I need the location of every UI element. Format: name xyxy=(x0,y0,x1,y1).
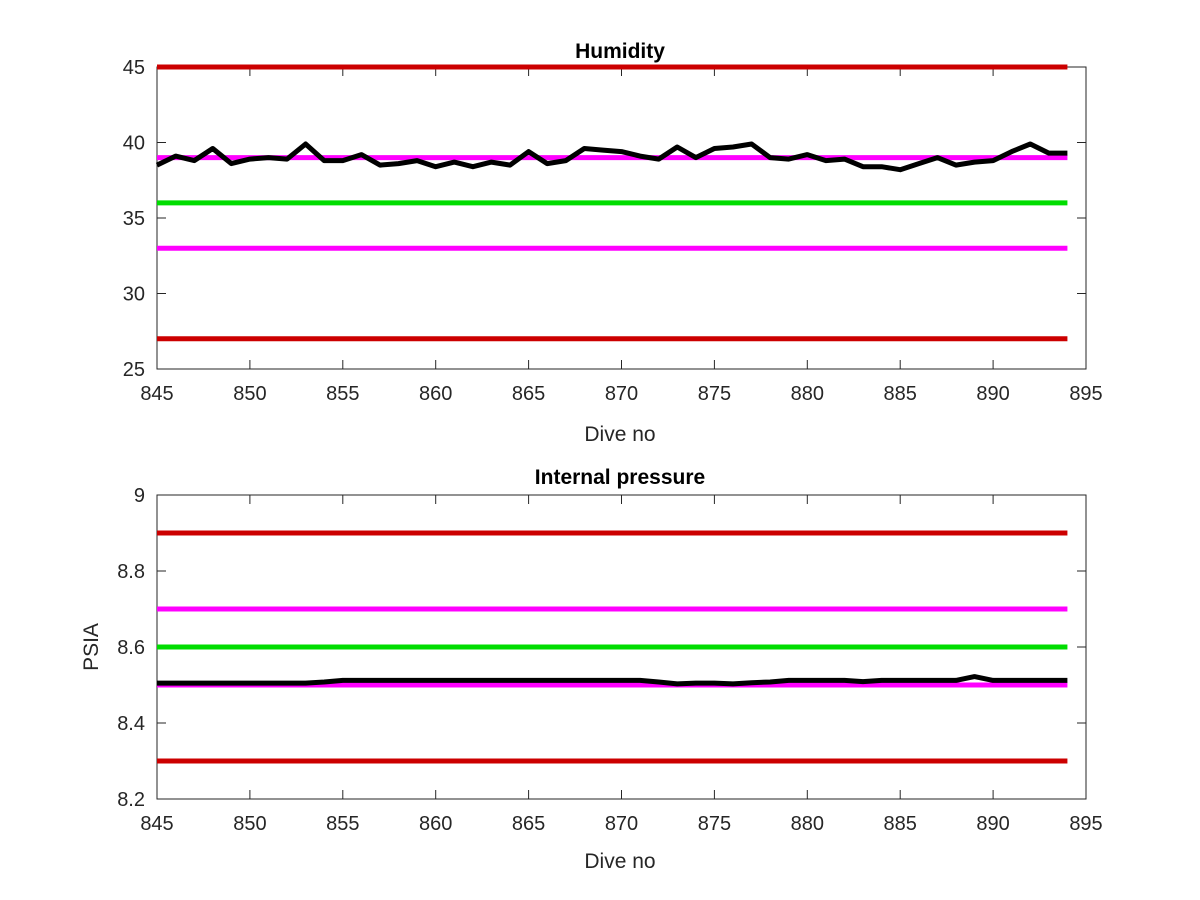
x-tick-label: 845 xyxy=(140,383,173,405)
y-tick-label: 45 xyxy=(123,57,145,79)
x-tick-label: 860 xyxy=(419,383,452,405)
x-axis-label: Dive no xyxy=(584,850,655,873)
x-tick-label: 855 xyxy=(326,383,359,405)
series-line xyxy=(157,674,1068,687)
y-tick-label: 8.2 xyxy=(117,789,145,811)
y-tick-label: 9 xyxy=(134,485,145,507)
x-tick-label: 850 xyxy=(233,813,266,835)
x-tick-label: 875 xyxy=(698,813,731,835)
x-tick-label: 895 xyxy=(1069,813,1102,835)
x-tick-label: 850 xyxy=(233,383,266,405)
y-tick-label: 8.8 xyxy=(117,561,145,583)
x-tick-label: 890 xyxy=(976,813,1009,835)
x-tick-label: 870 xyxy=(605,383,638,405)
humidity-chart: Humidity Dive no 845 850 855 860 865 870 875 88… xyxy=(123,40,1103,446)
x-tick-label: 880 xyxy=(791,383,824,405)
series-line xyxy=(155,141,1068,173)
x-tick-label: 865 xyxy=(512,383,545,405)
chart-title: Internal pressure xyxy=(535,466,705,489)
y-tick-label: 40 xyxy=(123,133,145,155)
x-tick-label: 860 xyxy=(419,813,452,835)
x-tick-label: 885 xyxy=(884,383,917,405)
y-tick-label: 35 xyxy=(123,208,145,230)
x-tick-label: 865 xyxy=(512,813,545,835)
x-tick-label: 870 xyxy=(605,813,638,835)
x-tick-label: 855 xyxy=(326,813,359,835)
y-tick-label: 25 xyxy=(123,359,145,381)
x-axis-label: Dive no xyxy=(584,423,655,446)
internal-pressure-chart: Internal pressure Dive no PSIA 845 850 855… xyxy=(80,466,1103,873)
y-axis-label: PSIA xyxy=(80,623,103,671)
x-tick-label: 875 xyxy=(698,383,731,405)
x-tick-label: 890 xyxy=(976,383,1009,405)
y-tick-label: 30 xyxy=(123,284,145,306)
x-tick-label: 845 xyxy=(140,813,173,835)
x-tick-label: 895 xyxy=(1069,383,1102,405)
y-tick-label: 8.6 xyxy=(117,637,145,659)
x-tick-label: 880 xyxy=(791,813,824,835)
x-tick-label: 885 xyxy=(884,813,917,835)
y-tick-label: 8.4 xyxy=(117,713,145,735)
chart-title: Humidity xyxy=(575,40,665,63)
